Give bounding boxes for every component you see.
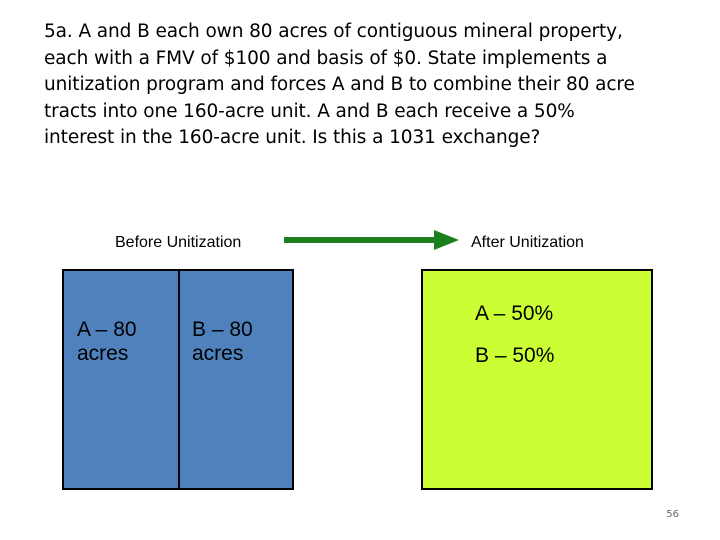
tract-b-label: B – 80 acres <box>192 318 253 365</box>
after-unitization-box <box>421 269 653 490</box>
interest-a-label: A – 50% <box>475 302 554 325</box>
page-number: 56 <box>666 509 679 520</box>
after-unitization-label: After Unitization <box>471 234 584 251</box>
slide-title: 5a. A and B each own 80 acres of contigu… <box>44 21 635 148</box>
tract-divider <box>178 269 180 490</box>
tract-a-label: A – 80 acres <box>77 318 137 365</box>
before-unitization-label: Before Unitization <box>115 234 242 251</box>
right-arrow-icon <box>284 230 459 250</box>
interest-b-label: B – 50% <box>475 344 555 367</box>
